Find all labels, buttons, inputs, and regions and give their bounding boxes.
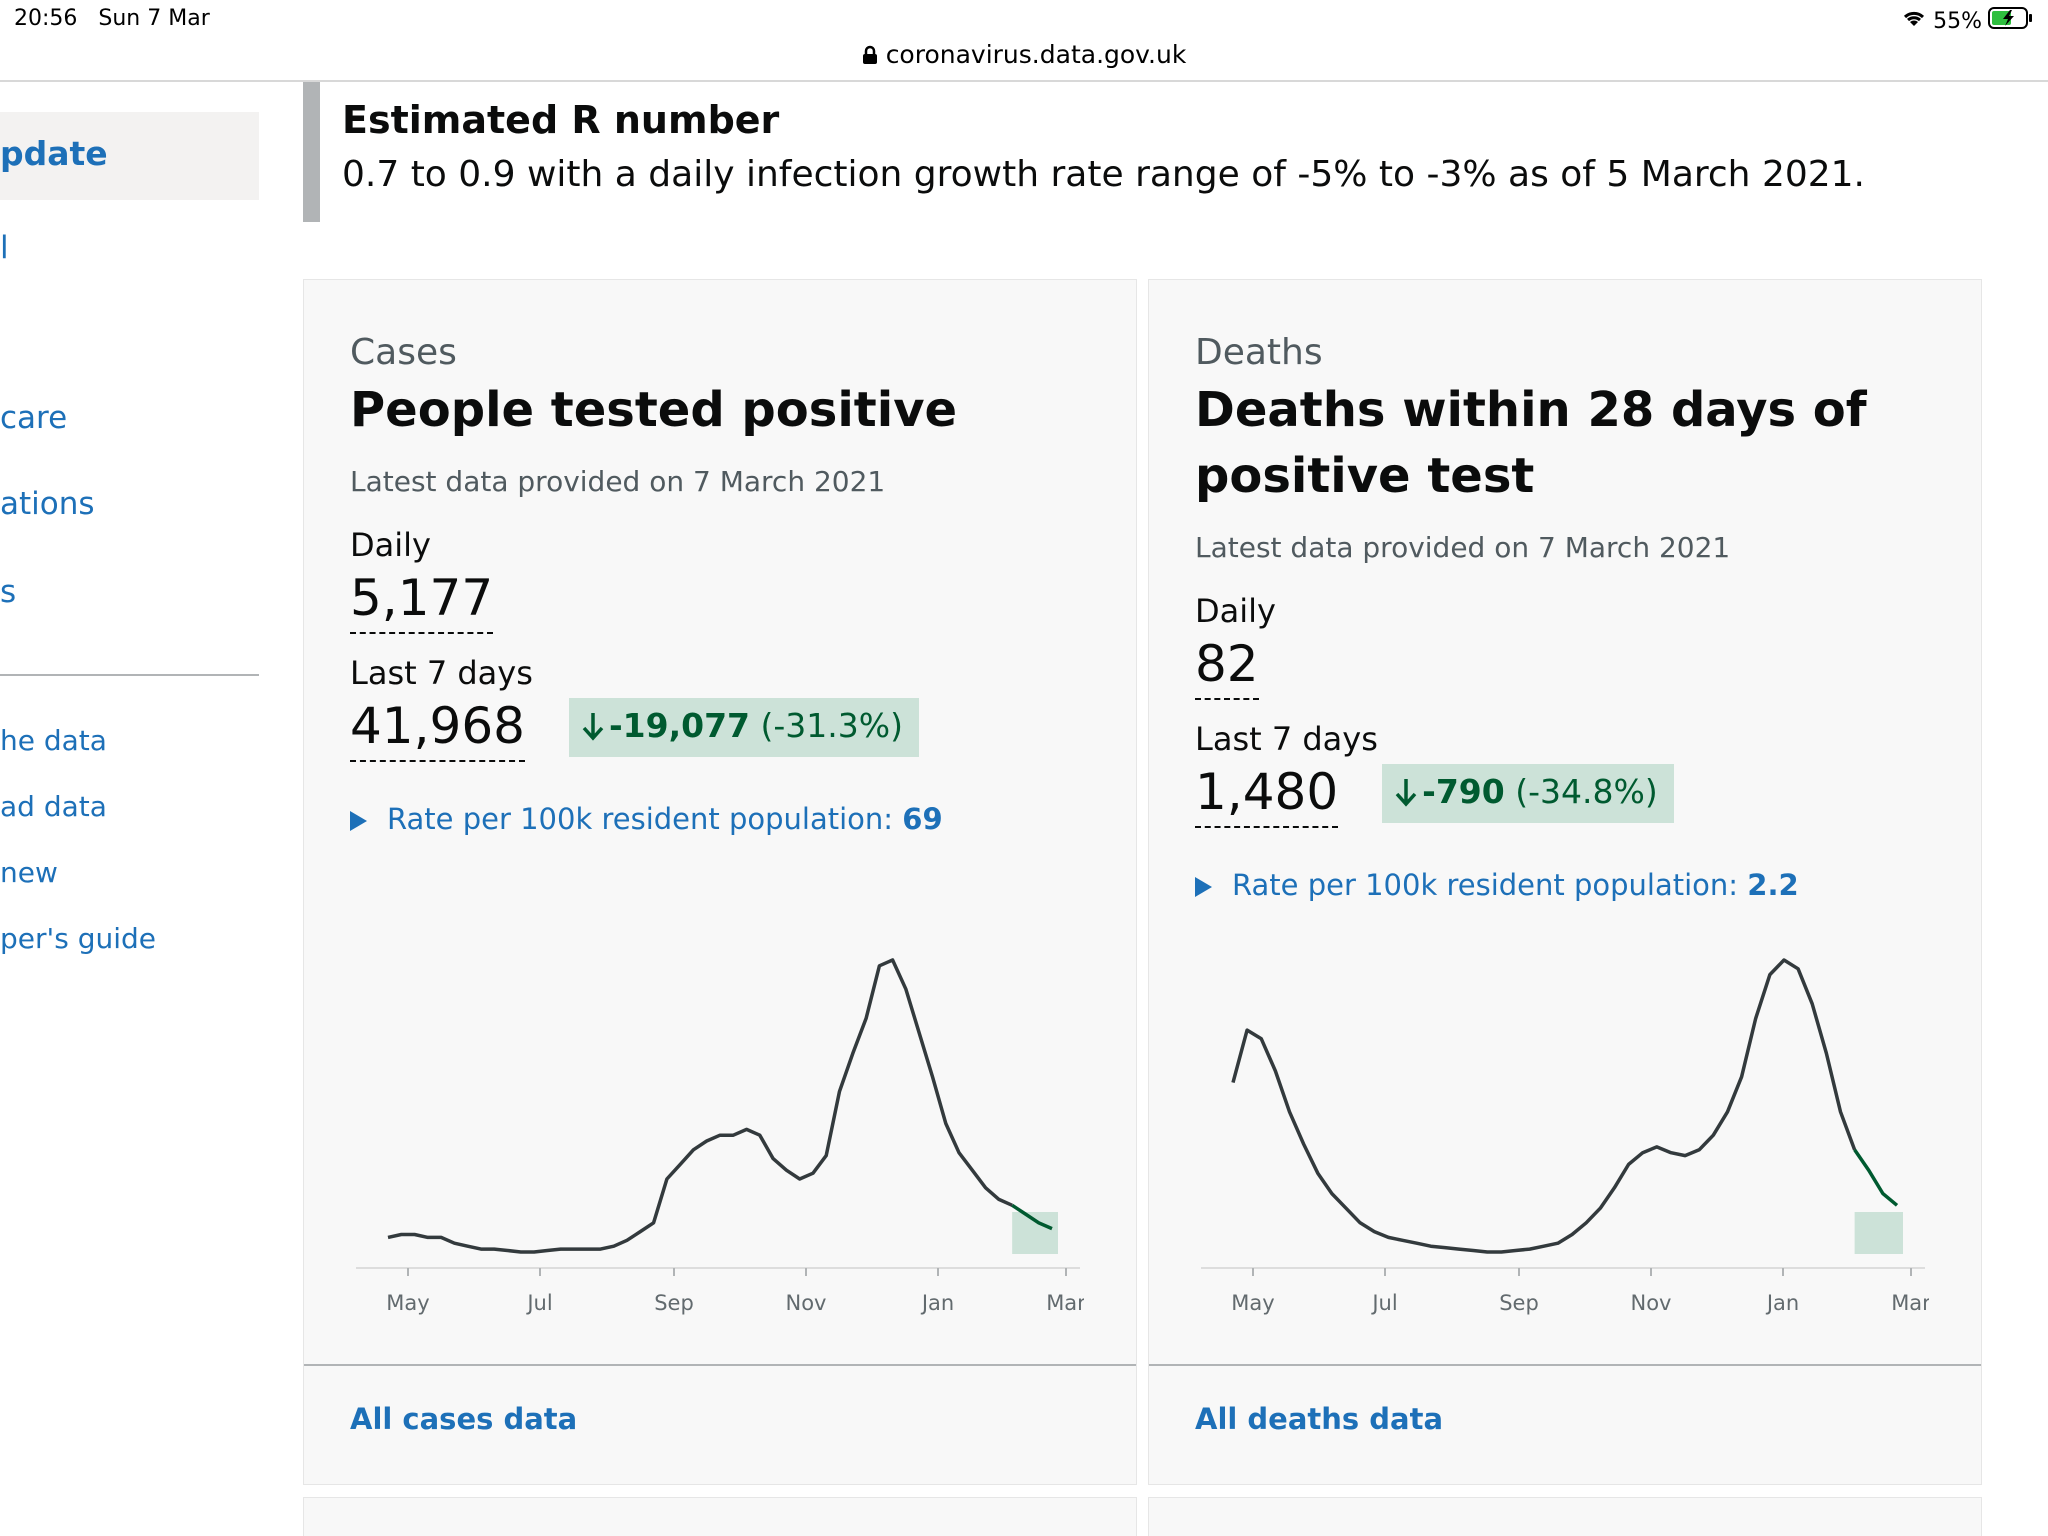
deaths-chart[interactable]: May Jul Sep Nov Jan Mar <box>1189 946 1929 1326</box>
series-line <box>1231 958 1857 1254</box>
sidebar-item[interactable]: he data <box>0 724 107 757</box>
card-caption: Cases <box>350 332 457 373</box>
rate-label: Rate per 100k resident population: <box>387 802 903 836</box>
sidebar-item[interactable]: ad data <box>0 790 107 823</box>
sidebar-divider <box>0 674 259 676</box>
rate-disclosure[interactable]: Rate per 100k resident population: 69 <box>350 802 1110 836</box>
lock-icon <box>862 42 878 71</box>
x-tick-label: May <box>1231 1291 1274 1315</box>
daily-label: Daily <box>350 526 431 564</box>
change-badge[interactable]: -790 (-34.8%) <box>1382 764 1674 823</box>
battery-icon <box>1988 6 2034 36</box>
card-divider <box>1149 1364 1981 1366</box>
r-number-text: 0.7 to 0.9 with a daily infection growth… <box>342 154 1866 195</box>
change-value: -790 <box>1422 772 1505 811</box>
battery-percentage: 55% <box>1933 8 1982 34</box>
recent-period-band <box>1012 1212 1058 1254</box>
rate-value: 2.2 <box>1747 868 1799 902</box>
x-tick-label: Jan <box>920 1291 954 1315</box>
sidebar-item[interactable]: ations <box>0 486 95 522</box>
address-bar[interactable]: coronavirus.data.gov.uk <box>0 40 2048 71</box>
x-tick-label: Sep <box>654 1291 694 1315</box>
recent-series-line <box>1011 1203 1053 1231</box>
change-percent: (-31.3%) <box>760 706 904 745</box>
url-text: coronavirus.data.gov.uk <box>885 40 1187 69</box>
cases-chart[interactable]: May Jul Sep Nov Jan Mar <box>344 946 1084 1326</box>
status-time: 20:56 Sun 7 Mar <box>14 6 210 31</box>
arrow-down-icon <box>1394 776 1418 815</box>
x-tick-label: Nov <box>1631 1291 1672 1315</box>
rate-value: 69 <box>902 802 943 836</box>
card-divider <box>304 1364 1136 1366</box>
status-bar: 20:56 Sun 7 Mar 55% coronavirus.data.gov… <box>0 0 2048 82</box>
r-number-title: Estimated R number <box>342 98 780 142</box>
recent-period-band <box>1854 1212 1903 1254</box>
sidebar-item-current[interactable]: pdate <box>0 112 259 200</box>
rate-label: Rate per 100k resident population: <box>1232 868 1748 902</box>
r-number-inset: Estimated R number 0.7 to 0.9 with a dai… <box>303 82 2003 222</box>
rate-disclosure[interactable]: Rate per 100k resident population: 2.2 <box>1195 868 1955 902</box>
deaths-card: Deaths Deaths within 28 days of positive … <box>1148 279 1982 1485</box>
card-heading: People tested positive <box>350 382 958 438</box>
card-heading: Deaths within 28 days of positive test <box>1195 382 1867 504</box>
disclosure-triangle-icon <box>1195 877 1212 897</box>
sidebar-item[interactable]: s <box>0 574 17 610</box>
daily-value[interactable]: 82 <box>1195 634 1259 700</box>
change-percent: (-34.8%) <box>1515 772 1658 811</box>
week-value[interactable]: 1,480 <box>1195 762 1339 828</box>
week-value[interactable]: 41,968 <box>350 696 525 762</box>
disclosure-triangle-icon <box>350 811 367 831</box>
x-tick-label: Nov <box>786 1291 827 1315</box>
sidebar-item[interactable]: new <box>0 856 58 889</box>
daily-value[interactable]: 5,177 <box>350 568 494 634</box>
change-badge[interactable]: -19,077 (-31.3%) <box>568 698 919 757</box>
recent-series-line <box>1853 1148 1899 1207</box>
all-cases-link[interactable]: All cases data <box>350 1402 578 1436</box>
card-caption: Deaths <box>1195 332 1323 373</box>
x-tick-label: Sep <box>1499 1291 1539 1315</box>
status-indicators: 55% <box>1901 6 2034 36</box>
x-tick-label: Jan <box>1765 1291 1799 1315</box>
x-tick-label: Mar <box>1046 1291 1084 1315</box>
series-line <box>387 958 1013 1254</box>
sidebar-nav: pdate l care ations s he data ad data ne… <box>0 82 260 1536</box>
week-label: Last 7 days <box>1195 720 1378 758</box>
x-tick-label: May <box>386 1291 429 1315</box>
x-tick-label: Jul <box>525 1291 552 1315</box>
sidebar-item[interactable]: per's guide <box>0 922 156 955</box>
all-deaths-link[interactable]: All deaths data <box>1195 1402 1444 1436</box>
week-label: Last 7 days <box>350 654 533 692</box>
sidebar-item[interactable]: care <box>0 400 68 436</box>
next-card <box>1148 1497 1982 1536</box>
arrow-down-icon <box>581 710 605 749</box>
sidebar-item[interactable]: l <box>0 230 9 266</box>
next-card <box>303 1497 1137 1536</box>
daily-label: Daily <box>1195 592 1276 630</box>
x-tick-label: Mar <box>1891 1291 1929 1315</box>
last-updated: Latest data provided on 7 March 2021 <box>350 465 886 498</box>
x-tick-label: Jul <box>1370 1291 1397 1315</box>
change-value: -19,077 <box>608 706 750 745</box>
last-updated: Latest data provided on 7 March 2021 <box>1195 531 1731 564</box>
cases-card: Cases People tested positive Latest data… <box>303 279 1137 1485</box>
wifi-icon <box>1901 8 1927 34</box>
